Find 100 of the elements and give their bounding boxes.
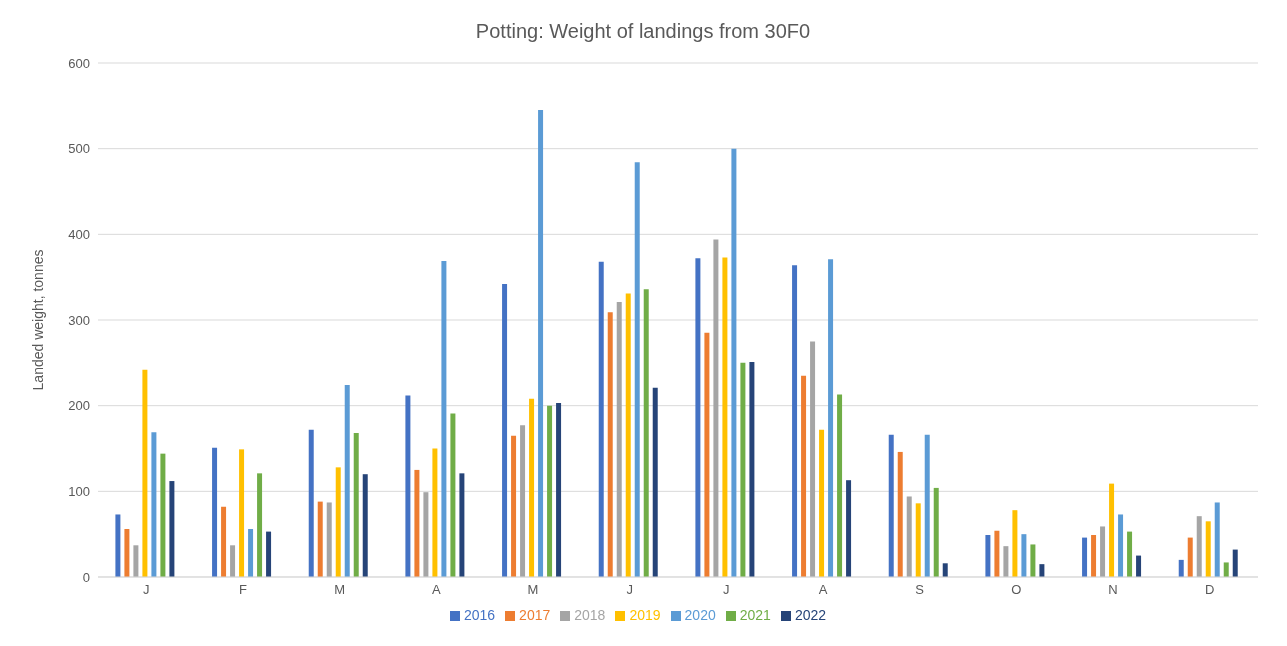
bar: [985, 535, 991, 577]
bar: [713, 239, 719, 577]
bar: [1223, 562, 1229, 577]
x-tick-label: M: [334, 582, 346, 598]
bar: [115, 514, 121, 577]
bar: [819, 429, 825, 577]
bar: [405, 395, 411, 577]
bar: [792, 265, 798, 577]
bar: [538, 110, 544, 577]
bar: [212, 447, 218, 577]
bar: [924, 434, 930, 577]
bar: [801, 375, 807, 577]
y-tick-label: 300: [68, 312, 90, 328]
bar: [749, 361, 755, 577]
bar: [942, 563, 948, 577]
bar: [169, 481, 175, 577]
bar: [837, 394, 843, 577]
bar: [1109, 483, 1115, 577]
bar: [221, 506, 227, 577]
bar: [810, 341, 816, 577]
bar: [450, 413, 456, 577]
bar: [160, 453, 166, 577]
bar: [1136, 555, 1142, 577]
bar: [695, 258, 701, 577]
bar: [511, 435, 517, 577]
y-tick-label: 200: [68, 398, 90, 414]
bar: [344, 385, 350, 577]
bar: [1091, 535, 1097, 577]
bar: [933, 487, 939, 577]
legend-label: 2019: [629, 607, 661, 623]
bar: [1196, 516, 1202, 577]
x-tick-label: J: [143, 582, 150, 598]
bar: [441, 260, 447, 577]
bar: [151, 432, 157, 577]
y-tick-label: 100: [68, 483, 90, 499]
bar: [731, 148, 737, 577]
bar: [520, 425, 526, 577]
legend-label: 2021: [739, 607, 771, 623]
bar: [1232, 549, 1238, 577]
legend-label: 2016: [463, 607, 496, 623]
x-tick-label: J: [723, 582, 730, 598]
bar: [625, 293, 631, 577]
y-tick-label: 0: [82, 569, 90, 585]
bar: [1039, 564, 1045, 577]
bar: [502, 284, 508, 577]
bar: [362, 474, 368, 577]
bar: [414, 469, 420, 577]
bar: [598, 261, 604, 577]
bar: [556, 403, 562, 577]
bar: [239, 449, 245, 577]
bar: [1187, 537, 1193, 577]
bar: [317, 501, 323, 577]
y-tick-label: 500: [68, 141, 90, 157]
bar: [459, 473, 465, 577]
bar: [266, 531, 272, 577]
y-tick-label: 600: [68, 55, 90, 71]
bar: [1030, 544, 1036, 577]
bar: [547, 405, 553, 577]
bar: [722, 257, 728, 577]
legend-label: 2020: [684, 607, 716, 623]
bar: [1118, 514, 1124, 577]
bar: [529, 398, 535, 577]
bar: [1021, 534, 1027, 577]
bar: [846, 480, 852, 577]
bar: [1205, 521, 1211, 577]
bar: [1100, 526, 1106, 577]
x-tick-label: M: [527, 582, 539, 598]
bar: [897, 451, 903, 577]
x-tick-label: N: [1108, 582, 1118, 598]
bar: [888, 434, 894, 577]
bar: [634, 162, 640, 577]
bar: [740, 362, 746, 577]
bar: [1012, 510, 1018, 577]
x-tick-label: O: [1011, 582, 1022, 598]
x-tick-label: D: [1204, 582, 1215, 598]
bar: [616, 302, 622, 577]
bar: [1082, 537, 1088, 577]
x-tick-label: A: [818, 582, 828, 598]
bar: [643, 289, 649, 577]
bar: [994, 530, 1000, 577]
bar: [248, 529, 254, 577]
bar: [828, 259, 834, 577]
bar: [124, 529, 130, 577]
bar: [353, 433, 359, 577]
legend-label: 2022: [794, 607, 827, 623]
x-tick-label: J: [626, 582, 633, 598]
bar: [142, 369, 148, 577]
legend-label: 2017: [519, 607, 551, 623]
bar: [1127, 531, 1133, 577]
legend-label: 2018: [574, 607, 606, 623]
bar: [133, 545, 139, 577]
bar: [607, 312, 613, 577]
bar: [1214, 502, 1220, 577]
y-axis-title: Landed weight, tonnes: [29, 249, 46, 391]
bar: [308, 429, 314, 577]
bar: [326, 502, 332, 577]
bar: [432, 448, 438, 577]
bar: [423, 492, 429, 577]
bar: [1178, 559, 1184, 577]
bar: [335, 467, 341, 577]
